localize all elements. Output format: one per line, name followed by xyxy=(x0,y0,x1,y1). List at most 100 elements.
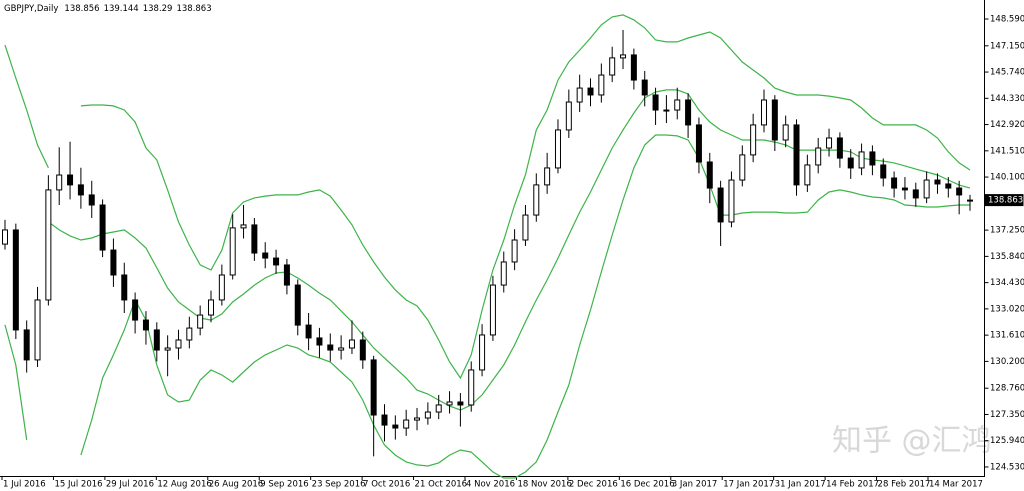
band-line xyxy=(4,324,28,441)
y-tick-label: 140.100 xyxy=(990,173,1024,183)
candle-body xyxy=(663,109,670,112)
y-tick-label: 144.330 xyxy=(990,94,1024,104)
y-tick-label: 134.430 xyxy=(990,278,1024,288)
candle-body xyxy=(327,344,334,351)
candle-body xyxy=(500,261,507,286)
candle-body xyxy=(12,229,19,331)
candle-body xyxy=(760,99,767,126)
candle-body xyxy=(56,174,63,191)
candle-body xyxy=(533,184,540,216)
x-tick-label: 23 Sep 2016 xyxy=(312,480,366,490)
candle-body xyxy=(110,249,117,276)
watermark: 知乎 @汇鸿 xyxy=(832,424,992,459)
x-tick-label: 21 Oct 2016 xyxy=(415,480,468,490)
x-tick-label: 4 Nov 2016 xyxy=(466,480,515,490)
candle-body xyxy=(132,299,139,321)
last-close: 138.863 xyxy=(176,4,211,14)
candle-body xyxy=(706,161,713,189)
y-tick-label: 148.590 xyxy=(990,14,1024,24)
candle-body xyxy=(34,299,41,361)
candle-body xyxy=(251,224,258,254)
candle-body xyxy=(164,347,171,351)
candle-body xyxy=(305,324,312,339)
candle-body xyxy=(153,329,160,351)
candle-body xyxy=(674,99,681,111)
candle-body xyxy=(782,124,789,141)
x-tick-label: 18 Nov 2016 xyxy=(517,480,571,490)
candle-body xyxy=(804,164,811,186)
candle-body xyxy=(316,337,323,346)
candle-body xyxy=(630,54,637,81)
candle-body xyxy=(956,187,963,196)
price-label: 138.863 xyxy=(988,196,1023,206)
candle-body xyxy=(218,274,225,301)
candle-body xyxy=(229,227,236,276)
candle-body xyxy=(273,257,280,266)
candle-body xyxy=(815,147,822,166)
y-tick-label: 145.740 xyxy=(990,68,1024,78)
candle-body xyxy=(967,199,973,202)
x-tick-label: 14 Mar 2017 xyxy=(929,480,983,490)
x-tick-label: 16 Dec 2016 xyxy=(620,480,674,490)
candle-body xyxy=(847,157,854,169)
x-tick-label: 7 Oct 2016 xyxy=(363,480,410,490)
candle-body xyxy=(880,164,887,179)
candle-body xyxy=(67,174,74,186)
candle-body xyxy=(403,419,410,429)
candle-body xyxy=(381,414,388,426)
candle-body xyxy=(695,124,702,163)
y-tick-label: 127.350 xyxy=(990,410,1024,420)
x-tick-label: 15 Jul 2016 xyxy=(54,480,102,490)
x-tick-label: 3 Jan 2017 xyxy=(672,480,718,490)
candle-body xyxy=(934,179,941,185)
candle-body xyxy=(522,214,529,241)
candle-body xyxy=(348,339,355,349)
candle-body xyxy=(771,99,778,141)
candle-body xyxy=(175,339,182,349)
x-tick-label: 29 Jul 2016 xyxy=(106,480,154,490)
y-tick-label: 137.250 xyxy=(990,226,1024,236)
y-tick-label: 142.920 xyxy=(990,120,1024,130)
x-tick-label: 26 Aug 2016 xyxy=(209,480,263,490)
x-tick-label: 14 Feb 2017 xyxy=(826,480,879,490)
candle-body xyxy=(359,339,366,361)
candle-body xyxy=(836,137,843,159)
x-tick-label: 28 Feb 2017 xyxy=(878,480,931,490)
candle-body xyxy=(77,184,84,196)
candle-body xyxy=(208,299,215,316)
candle-body xyxy=(717,187,724,223)
candle-body xyxy=(99,204,106,251)
candle-body xyxy=(609,57,616,76)
candle-body xyxy=(240,224,247,229)
candle-body xyxy=(891,177,898,189)
candle-body xyxy=(45,189,52,301)
candle-body xyxy=(565,101,572,131)
candle-body xyxy=(424,411,431,419)
candle-body xyxy=(652,94,659,111)
candle-body xyxy=(750,124,757,156)
x-tick-label: 31 Jan 2017 xyxy=(775,480,826,490)
candle-body xyxy=(728,179,735,223)
candle-body xyxy=(793,124,800,186)
candle-body xyxy=(262,252,269,259)
candle-body xyxy=(912,189,919,199)
candle-body xyxy=(88,194,95,206)
candle-body xyxy=(186,327,193,341)
candle-body xyxy=(685,99,692,126)
y-tick-label: 135.840 xyxy=(990,252,1024,262)
candle-body xyxy=(945,183,952,189)
x-tick-label: 2 Dec 2016 xyxy=(569,480,618,490)
candle-body xyxy=(554,129,561,169)
candle-body xyxy=(23,329,30,361)
candle-body xyxy=(641,79,648,96)
candle-body xyxy=(826,137,833,149)
candle-body xyxy=(468,369,475,406)
last-low: 138.29 xyxy=(143,4,173,14)
x-tick-label: 17 Jan 2017 xyxy=(723,480,774,490)
candle-body xyxy=(620,54,627,59)
y-tick-label: 133.020 xyxy=(990,304,1024,314)
y-tick-label: 124.530 xyxy=(990,462,1024,472)
price-label-box xyxy=(984,194,1024,207)
